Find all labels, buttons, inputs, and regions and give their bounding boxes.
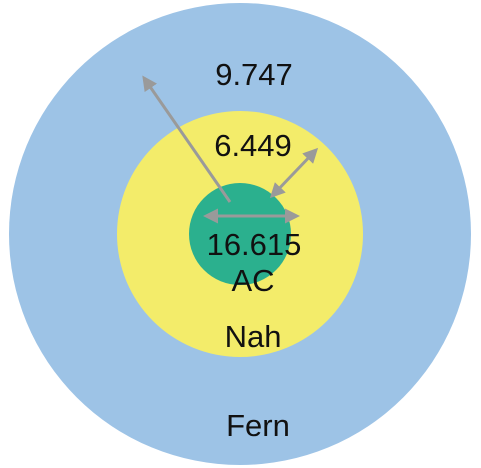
- middle-zone-value: 6.449: [214, 128, 292, 163]
- outer-zone-name: Fern: [226, 408, 290, 443]
- inner-zone-name: AC: [231, 263, 274, 298]
- outer-zone-value: 9.747: [215, 57, 293, 92]
- inner-zone-value: 16.615: [207, 227, 302, 262]
- middle-zone-name: Nah: [225, 319, 282, 354]
